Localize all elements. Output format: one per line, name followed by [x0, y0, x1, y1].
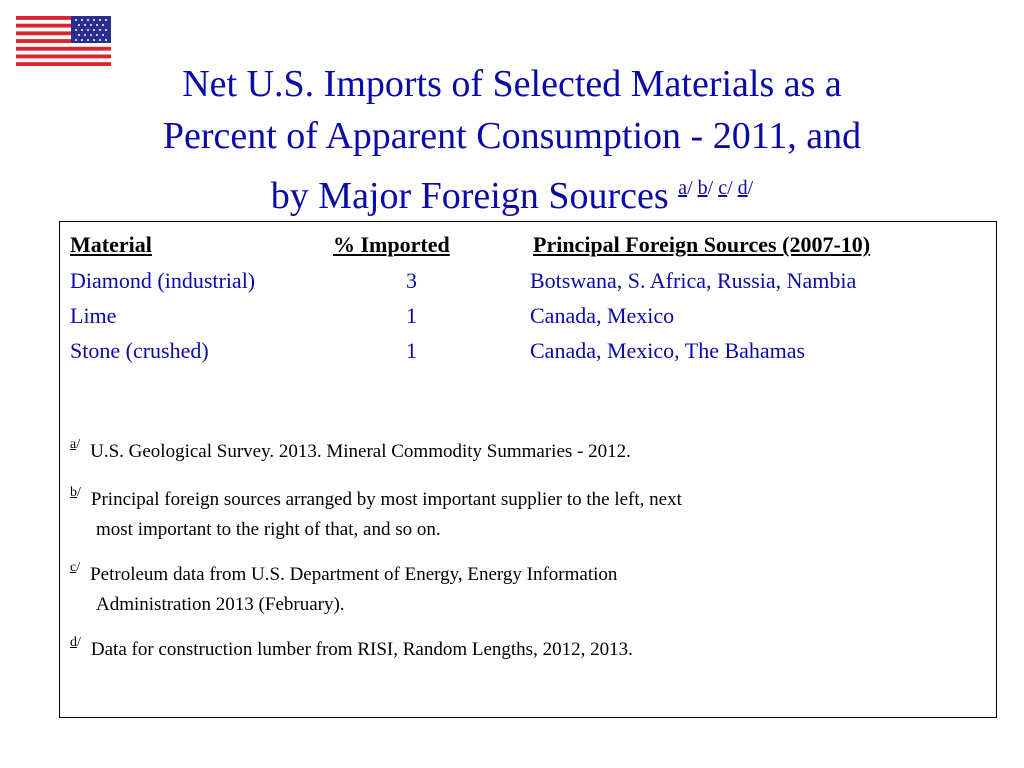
row-sources: Canada, Mexico	[530, 303, 675, 328]
footnote-ref-b: b	[697, 177, 708, 199]
row-sources: Botswana, S. Africa, Russia, Nambia	[530, 268, 857, 293]
header-sources: Principal Foreign Sources (2007-10)	[533, 232, 871, 257]
header-material: Material	[70, 232, 152, 257]
footnote-mark: d	[70, 635, 77, 650]
header-imported: % Imported	[333, 232, 450, 257]
title-line-3: by Major Foreign Sources	[270, 175, 669, 217]
footnote-mark: a	[70, 437, 77, 452]
row-material: Stone (crushed)	[70, 338, 209, 363]
footnote-ref-c: c	[718, 177, 728, 199]
us-flag-icon	[16, 16, 111, 66]
footnote-text: Data for construction lumber from RISI, …	[90, 639, 633, 660]
row-imported: 1	[406, 338, 417, 363]
title-line-2: Percent of Apparent Consumption - 2011, …	[162, 115, 862, 157]
footnote-c: c/Petroleum data from U.S. Department of…	[70, 553, 617, 620]
footnote-mark: c	[70, 560, 77, 575]
page-title: Net U.S. Imports of Selected Materials a…	[0, 58, 1024, 222]
row-material: Lime	[70, 303, 117, 328]
row-imported: 3	[406, 268, 417, 293]
footnote-text: U.S. Geological Survey. 2013. Mineral Co…	[90, 441, 631, 462]
footnote-b: b/Principal foreign sources arranged by …	[70, 478, 682, 545]
footnote-text-cont: Administration 2013 (February).	[96, 594, 345, 615]
title-footnote-refs: a/ b/ c/ d/	[678, 177, 754, 199]
footnote-ref-d: d	[737, 177, 748, 199]
title-line-1: Net U.S. Imports of Selected Materials a…	[182, 63, 842, 105]
footnote-text: Petroleum data from U.S. Department of E…	[90, 564, 618, 585]
row-sources: Canada, Mexico, The Bahamas	[530, 338, 806, 363]
footnote-a: a/U.S. Geological Survey. 2013. Mineral …	[70, 437, 631, 462]
row-material: Diamond (industrial)	[70, 268, 256, 293]
row-imported: 1	[406, 303, 417, 328]
content-box	[59, 221, 997, 718]
footnote-mark: b	[70, 485, 77, 500]
footnote-text-cont: most important to the right of that, and…	[96, 519, 441, 540]
footnote-ref-a: a	[678, 177, 688, 199]
footnote-d: d/Data for construction lumber from RISI…	[70, 635, 633, 660]
footnote-text: Principal foreign sources arranged by mo…	[90, 489, 682, 510]
